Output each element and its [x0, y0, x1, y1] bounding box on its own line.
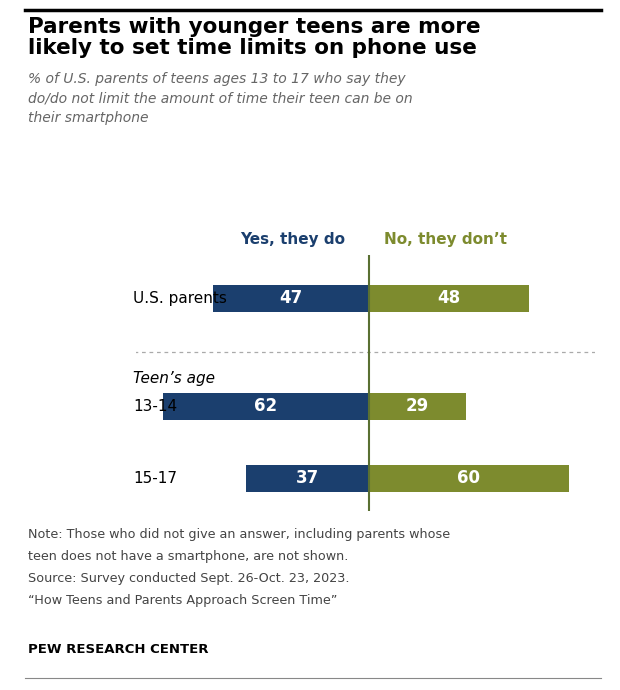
Text: No, they don’t: No, they don’t [384, 232, 507, 247]
Text: 29: 29 [405, 397, 429, 415]
Text: Yes, they do: Yes, they do [240, 232, 345, 247]
Text: 47: 47 [280, 289, 303, 308]
Bar [369, 464, 569, 492]
Text: teen does not have a smartphone, are not shown.: teen does not have a smartphone, are not… [28, 550, 348, 563]
Text: 62: 62 [254, 397, 278, 415]
Bar [163, 393, 369, 420]
Text: Parents with younger teens are more: Parents with younger teens are more [28, 17, 480, 37]
Bar [369, 393, 466, 420]
Text: 48: 48 [437, 289, 461, 308]
Bar [246, 464, 369, 492]
Text: “How Teens and Parents Approach Screen Time”: “How Teens and Parents Approach Screen T… [28, 594, 337, 607]
Text: likely to set time limits on phone use: likely to set time limits on phone use [28, 38, 477, 58]
Text: U.S. parents: U.S. parents [133, 291, 227, 306]
Bar [213, 285, 369, 312]
Text: Note: Those who did not give an answer, including parents whose: Note: Those who did not give an answer, … [28, 528, 450, 541]
Text: 60: 60 [458, 469, 480, 487]
Text: PEW RESEARCH CENTER: PEW RESEARCH CENTER [28, 643, 208, 656]
Text: 37: 37 [296, 469, 319, 487]
Text: 13-14: 13-14 [133, 399, 177, 414]
Bar [369, 285, 529, 312]
Text: 15-17: 15-17 [133, 471, 177, 486]
Text: Source: Survey conducted Sept. 26-Oct. 23, 2023.: Source: Survey conducted Sept. 26-Oct. 2… [28, 572, 350, 585]
Text: % of U.S. parents of teens ages 13 to 17 who say they
do/do not limit the amount: % of U.S. parents of teens ages 13 to 17… [28, 72, 412, 126]
Text: Teen’s age: Teen’s age [133, 371, 215, 386]
